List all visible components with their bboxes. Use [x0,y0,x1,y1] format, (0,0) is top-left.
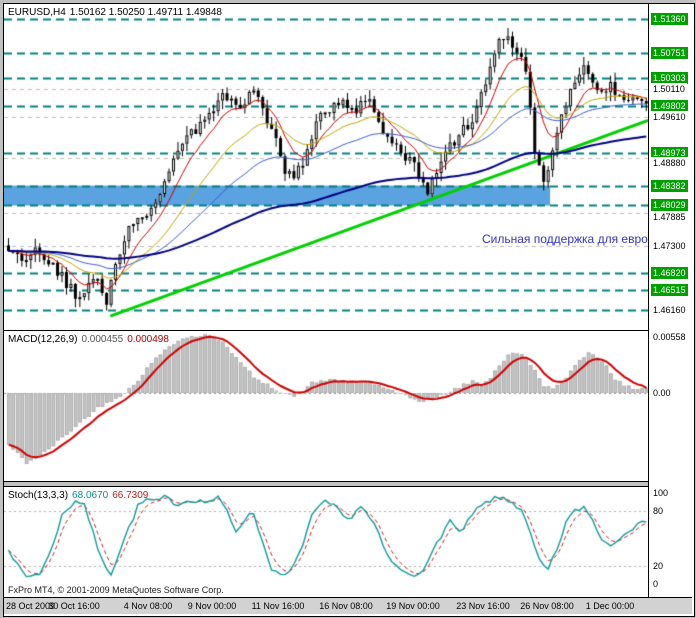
price-level-label: 1.49802 [651,100,688,112]
panel-separator[interactable] [4,330,692,331]
time-axis-label: 11 Nov 16:00 [251,601,305,611]
price-chart-canvas[interactable] [4,4,648,330]
price-level-label: 1.46820 [651,267,688,279]
time-axis-label: 30 Oct 16:00 [48,601,100,611]
macd-indicator-canvas[interactable] [4,331,648,481]
price-level-label: 1.46515 [651,284,688,296]
stoch-scale-label: 20 [651,560,666,572]
time-axis-label: 19 Nov 00:00 [386,601,440,611]
macd-scale-label: 0.00558 [651,331,688,343]
price-level-label: 1.46160 [651,304,688,316]
price-level-label: 1.48880 [651,157,688,169]
price-axis[interactable]: 1.51360 1.50751 1.50303 1.50110 1.49802 1.496… [648,4,692,597]
symbol-period-label: EURUSD,H4 [8,7,66,18]
time-axis[interactable]: 28 Oct 2009 30 Oct 16:00 4 Nov 08:00 9 Nov … [4,598,692,614]
time-axis-label: 4 Nov 08:00 [123,601,173,611]
stoch-signal-value: 66.7309 [112,490,149,501]
stoch-name: Stoch(13,3,3) [8,490,69,501]
chart-title: EURUSD,H4 1.50162 1.50250 1.49711 1.49848 [8,7,226,18]
price-level-label: 1.50751 [651,47,688,59]
macd-main-value: 0.000455 [81,334,124,345]
price-level-label: 1.48029 [651,199,688,211]
copyright-text: FxPro MT4, © 2001-2009 MetaQuotes Softwa… [8,585,224,595]
price-level-label: 1.47300 [651,240,688,252]
macd-scale-label: 0.00 [651,387,673,399]
chart-window: EURUSD,H4 1.50162 1.50250 1.49711 1.49848… [3,3,695,617]
stoch-main-value: 68.0670 [72,490,109,501]
support-annotation-text: Сильная поддержка для евро [482,232,648,246]
price-level-label: 1.50110 [651,83,687,95]
bottom-border [4,597,692,598]
macd-name: MACD(12,26,9) [8,334,78,345]
time-axis-label: 9 Nov 00:00 [187,601,237,611]
stoch-scale-label: 100 [651,487,671,499]
price-level-label: 1.47885 [651,211,688,223]
price-level-label: 1.48382 [651,180,688,192]
time-axis-label: 23 Nov 16:00 [456,601,510,611]
time-axis-label: 1 Dec 00:00 [585,601,635,611]
time-axis-label: 28 Oct 2009 [6,601,56,611]
price-level-label: 1.51360 [651,13,688,25]
stochastic-indicator-canvas[interactable] [4,487,648,597]
price-level-label: 1.49610 [651,111,688,123]
time-axis-label: 16 Nov 08:00 [319,601,373,611]
stoch-scale-label: 0 [651,578,661,590]
ohlc-values: 1.50162 1.50250 1.49711 1.49848 [69,7,222,18]
price-level-label: 1.48973 [651,147,688,159]
macd-signal-value: 0.000498 [127,334,169,345]
stochastic-indicator-label: Stoch(13,3,3) 68.0670 66.7309 [8,490,148,501]
panel-splitter[interactable] [4,481,692,487]
price-level-label: 1.50303 [651,72,688,84]
time-axis-label: 26 Nov 08:00 [520,601,574,611]
stoch-scale-label: 80 [651,505,666,517]
macd-indicator-label: MACD(12,26,9) 0.000455 0.000498 [8,334,169,345]
